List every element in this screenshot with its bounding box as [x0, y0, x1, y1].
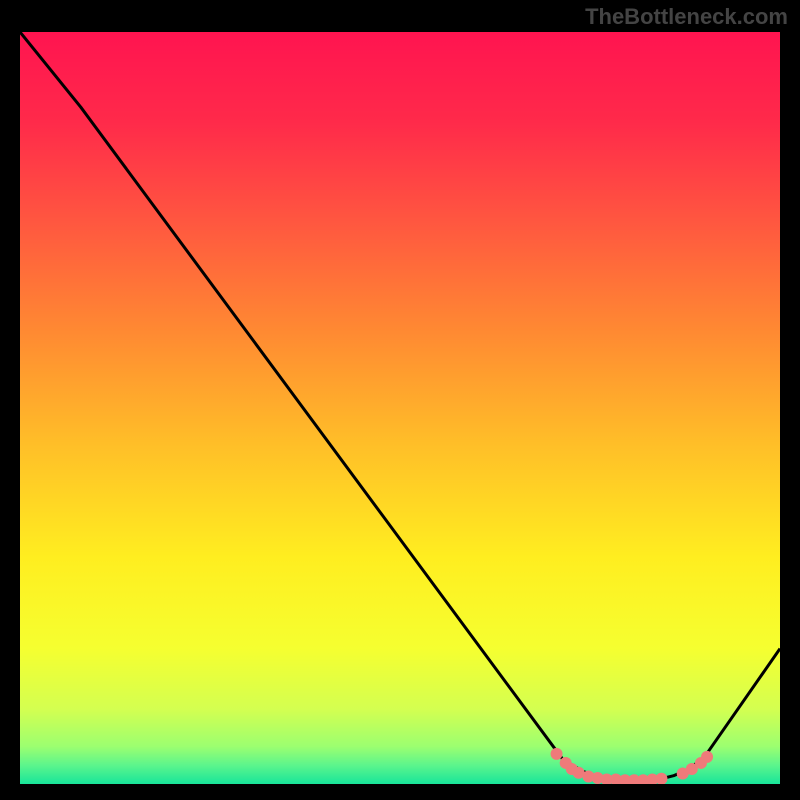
- curve-marker: [701, 751, 713, 763]
- bottleneck-curve: [20, 32, 780, 781]
- plot-area: [20, 32, 780, 784]
- chart-stage: TheBottleneck.com: [0, 0, 800, 800]
- curve-layer: [20, 32, 780, 784]
- curve-marker: [655, 773, 667, 784]
- curve-marker: [551, 748, 563, 760]
- watermark-text: TheBottleneck.com: [585, 4, 788, 30]
